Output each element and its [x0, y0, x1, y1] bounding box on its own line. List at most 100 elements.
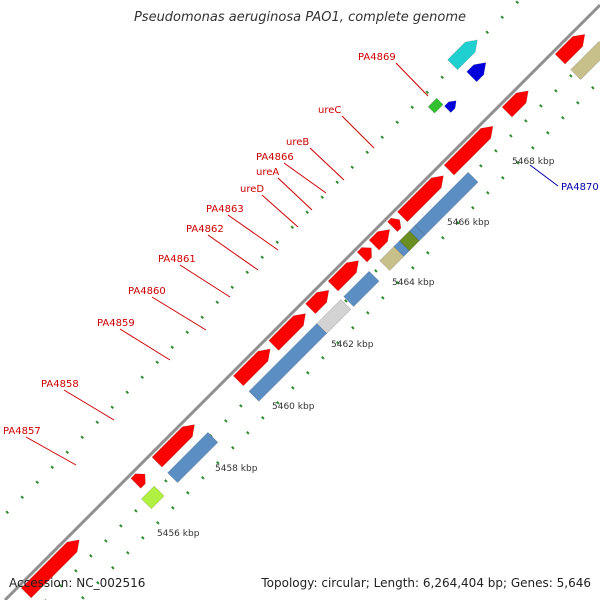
leader-line [151, 296, 207, 331]
far-tick [380, 135, 384, 139]
inner-tick [516, 161, 520, 165]
far-tick [185, 330, 189, 334]
gene-labels: PA4857 PA4858 PA4859 PA4860 PA4861 PA486… [3, 52, 599, 437]
cds-pa4870-c[interactable] [443, 100, 457, 114]
gene-label-pa4863[interactable]: PA4863 [206, 204, 244, 215]
gene-label-urec[interactable]: ureC [318, 105, 341, 116]
cds-pa4858[interactable] [151, 424, 195, 468]
far-tick [80, 435, 84, 439]
gene-label-pa4869[interactable]: PA4869 [358, 52, 396, 63]
scale-label-5462: 5462 kbp [331, 340, 374, 350]
outer-tick [374, 269, 378, 273]
genome-summary-text: Topology: circular; Length: 6,264,404 bp… [261, 576, 591, 590]
inner-tick [141, 536, 145, 540]
cds-pa4857b[interactable] [130, 473, 146, 489]
outer-tick [569, 74, 573, 78]
inner-tick [591, 86, 595, 90]
label-leader-lines [25, 62, 559, 466]
cds-urea[interactable] [386, 217, 402, 233]
far-tick [260, 255, 264, 259]
inner-tick [216, 461, 220, 465]
cds-pa4862[interactable] [327, 260, 360, 292]
leader-line [261, 194, 299, 228]
cds-ureb[interactable] [396, 175, 444, 223]
inner-tick [486, 191, 490, 195]
outer-tick [344, 299, 348, 303]
far-tick [230, 285, 234, 289]
cds-pa4857[interactable] [20, 539, 80, 599]
gene-pa4858[interactable] [167, 431, 219, 484]
gene-label-pa4862[interactable]: PA4862 [186, 224, 224, 235]
far-tick [215, 300, 219, 304]
far-tick [500, 15, 504, 19]
inner-tick [531, 146, 535, 150]
gene-label-ured[interactable]: ureD [240, 184, 264, 195]
far-tick [200, 315, 204, 319]
scale-label-5458: 5458 kbp [215, 464, 258, 474]
cds-ured[interactable] [368, 228, 391, 251]
gene-label-pa4861[interactable]: PA4861 [158, 254, 196, 265]
cds-pa4859[interactable] [232, 348, 271, 387]
far-tick [5, 510, 9, 514]
far-tick [350, 165, 354, 169]
leader-line [341, 115, 375, 149]
cds-pa4861[interactable] [304, 289, 330, 315]
far-tick [515, 0, 519, 4]
inner-tick [396, 281, 400, 285]
inner-tick [411, 266, 415, 270]
gene-pa4860[interactable] [316, 298, 352, 334]
leader-line [119, 328, 171, 361]
scale-labels: 5456 kbp 5458 kbp 5460 kbp 5462 kbp 5464… [157, 157, 555, 539]
far-tick [155, 360, 159, 364]
cds-pa4870-b[interactable] [447, 39, 478, 71]
gene-pa4861[interactable] [343, 270, 380, 308]
cds-top[interactable] [554, 33, 586, 65]
outer-tick [479, 164, 483, 168]
outer-tick [539, 104, 543, 108]
gene-label-ureb[interactable]: ureB [286, 137, 309, 148]
far-tick [425, 90, 429, 94]
scale-label-5468: 5468 kbp [512, 157, 555, 167]
gene-urec[interactable] [414, 171, 479, 236]
scale-label-5466: 5466 kbp [447, 218, 490, 228]
gene-pa4857[interactable] [140, 485, 165, 510]
gene-features [20, 33, 600, 599]
gene-label-pa4859[interactable]: PA4859 [97, 318, 135, 329]
inner-tick [111, 566, 115, 570]
accession-text: Accession: NC_002516 [9, 576, 146, 590]
scale-label-5456: 5456 kbp [157, 529, 200, 539]
far-tick [440, 75, 444, 79]
gene-label-pa4857[interactable]: PA4857 [3, 426, 41, 437]
gene-label-pa4870[interactable]: PA4870 [561, 182, 599, 193]
inner-tick [96, 581, 100, 585]
gene-label-pa4866[interactable]: PA4866 [256, 152, 294, 163]
inner-tick [156, 521, 160, 525]
outer-tick [224, 419, 228, 423]
leader-line [283, 162, 327, 194]
map-title: Pseudomonas aeruginosa PAO1, complete ge… [133, 10, 467, 25]
cds-pa4860[interactable] [268, 313, 307, 351]
gene-label-urea[interactable]: ureA [256, 167, 279, 178]
far-tick [320, 195, 324, 199]
cds-pa4863[interactable] [356, 247, 373, 263]
far-tick [110, 405, 114, 409]
cds-pa4869[interactable] [501, 90, 529, 118]
inner-tick [351, 326, 355, 330]
leader-line [207, 234, 259, 271]
leader-line [25, 436, 77, 466]
inner-tick [336, 341, 340, 345]
cds-pa4870-a[interactable] [466, 62, 487, 83]
inner-tick [231, 446, 235, 450]
inner-tick [81, 596, 85, 600]
inner-tick [306, 371, 310, 375]
gene-label-pa4858[interactable]: PA4858 [41, 379, 79, 390]
gene-label-pa4860[interactable]: PA4860 [128, 286, 166, 297]
far-tick [170, 345, 174, 349]
cds-pa4870-d[interactable] [427, 97, 444, 114]
cds-urec[interactable] [443, 125, 494, 176]
gene-top[interactable] [570, 40, 600, 81]
outer-tick [89, 554, 93, 558]
outer-tick [74, 569, 78, 573]
